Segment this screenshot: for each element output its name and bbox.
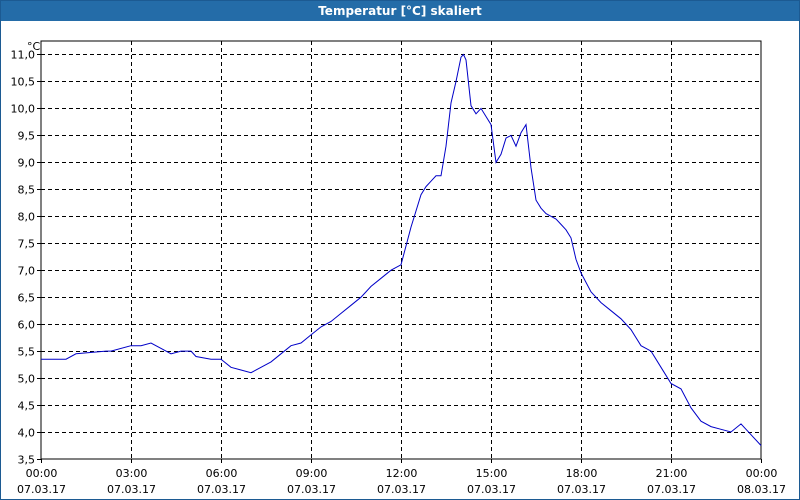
x-tick-time-label: 12:00 [386, 467, 418, 480]
y-tick-label: 9,0 [18, 157, 36, 170]
y-tick-label: 10,5 [11, 76, 36, 89]
temperature-series-line [41, 53, 762, 446]
x-tick-time-label: 21:00 [656, 467, 688, 480]
window-title: Temperatur [°C] skaliert [1, 1, 799, 21]
x-tick-date-label: 07.03.17 [557, 483, 606, 496]
y-tick-label: 11,0 [11, 49, 36, 62]
x-tick-time-label: 00:00 [26, 467, 58, 480]
x-tick-time-label: 15:00 [476, 467, 508, 480]
x-tick-date-label: 07.03.17 [197, 483, 246, 496]
y-tick-label: 5,0 [18, 373, 36, 386]
x-tick-time-label: 06:00 [206, 467, 238, 480]
y-tick-label: 9,5 [18, 130, 36, 143]
x-tick-time-label: 00:00 [746, 467, 778, 480]
y-tick-label: 4,5 [18, 400, 36, 413]
y-tick-label: 10,0 [11, 103, 36, 116]
x-tick-date-label: 07.03.17 [647, 483, 696, 496]
x-tick-date-label: 07.03.17 [377, 483, 426, 496]
y-tick-label: 6,5 [18, 292, 36, 305]
x-tick-date-label: 08.03.17 [737, 483, 786, 496]
x-tick-date-label: 07.03.17 [287, 483, 336, 496]
y-tick-label: 8,5 [18, 184, 36, 197]
x-tick-date-label: 07.03.17 [17, 483, 66, 496]
x-tick-date-label: 07.03.17 [107, 483, 156, 496]
y-tick-label: 4,0 [18, 427, 36, 440]
y-tick-label: 8,0 [18, 211, 36, 224]
x-tick-time-label: 09:00 [296, 467, 328, 480]
x-tick-date-label: 07.03.17 [467, 483, 516, 496]
x-tick-time-label: 18:00 [566, 467, 598, 480]
x-tick-time-label: 03:00 [116, 467, 148, 480]
y-axis-label: °C [27, 40, 41, 53]
y-tick-label: 6,0 [18, 319, 36, 332]
plot-frame [40, 40, 762, 460]
y-tick-label: 3,5 [18, 454, 36, 467]
y-tick-label: 7,0 [18, 265, 36, 278]
y-tick-label: 5,5 [18, 346, 36, 359]
y-tick-label: 7,5 [18, 238, 36, 251]
